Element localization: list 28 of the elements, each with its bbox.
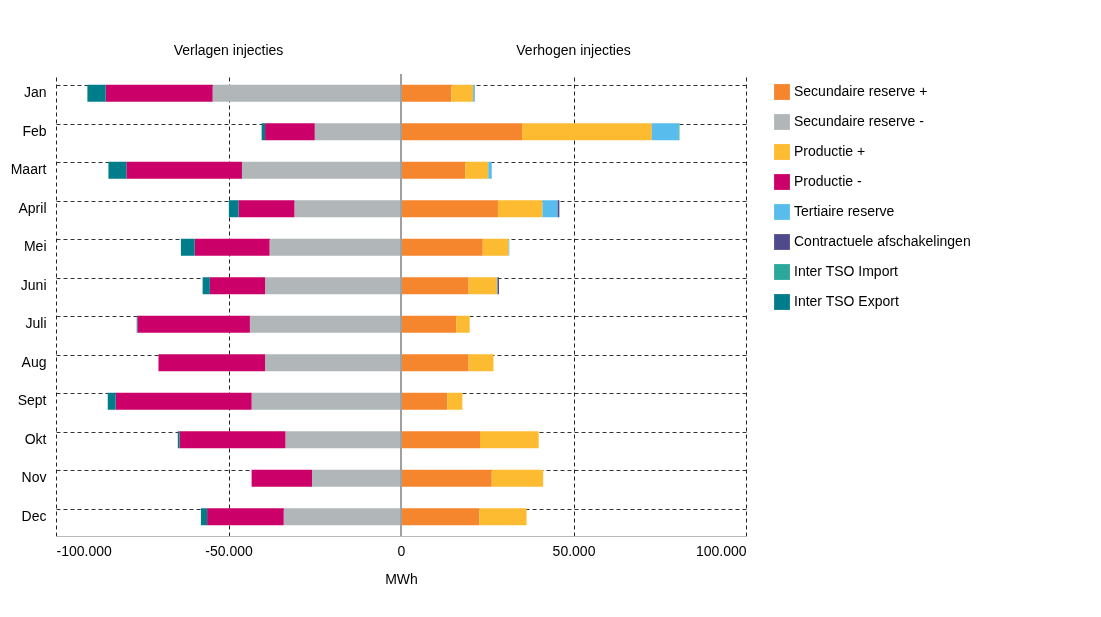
legend-label: Tertiaire reserve <box>794 203 895 219</box>
y-tick-label: Aug <box>21 353 47 370</box>
y-tick-label: Feb <box>22 122 47 139</box>
text: Verhogen injecties <box>516 42 631 58</box>
legend-label: Productie - <box>794 173 863 189</box>
x-tick-label: -100.000 <box>56 542 112 559</box>
legend-label: Inter TSO Export <box>794 293 899 309</box>
y-tick-label: Dec <box>21 507 47 524</box>
y-tick-label: Jan <box>23 84 47 101</box>
y-tick-label: Juni <box>20 276 47 293</box>
x-tick-label: 100.000 <box>695 542 747 559</box>
y-tick-label: Nov <box>21 469 47 486</box>
legend-label: Secundaire reserve + <box>794 83 928 99</box>
legend-label: Contractuele afschakelingen <box>794 233 971 249</box>
x-tick-label: 0 <box>397 542 406 559</box>
legend-label: Secundaire reserve - <box>794 113 925 129</box>
x-axis-title: MWh <box>385 570 418 587</box>
x-tick-label: 50.000 <box>552 542 596 559</box>
text: Verlagen injecties <box>173 42 284 58</box>
y-tick-label: Mei <box>23 238 47 255</box>
x-tick-label: -50.000 <box>205 542 253 559</box>
legend-label: Inter TSO Import <box>794 263 899 279</box>
y-tick-label: Okt <box>24 430 47 447</box>
y-tick-label: Juli <box>25 315 47 332</box>
y-tick-label: Maart <box>10 161 47 178</box>
y-tick-label: April <box>18 199 47 216</box>
y-tick-label: Sept <box>17 392 47 409</box>
legend-label: Productie + <box>794 143 866 159</box>
